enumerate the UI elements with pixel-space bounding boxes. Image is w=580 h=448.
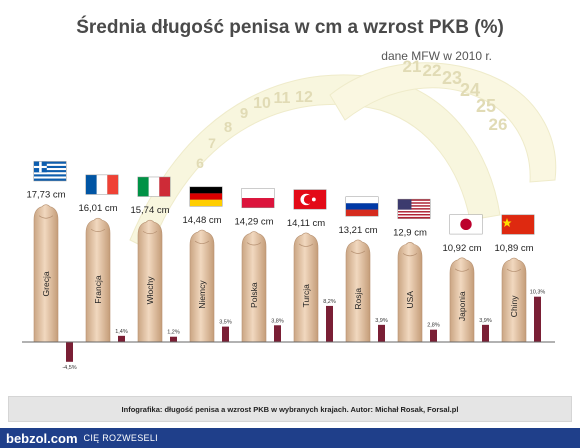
poland-flag-icon (241, 188, 275, 209)
tape-number: 24 (460, 80, 480, 100)
country-group: Polska 14,29 cm 3,8% (234, 188, 284, 343)
length-label: 14,29 cm (234, 217, 273, 228)
chart-subtitle: dane MFW w 2010 r. (381, 49, 492, 63)
japan-flag-icon (449, 214, 483, 235)
country-label: Grecja (41, 271, 51, 296)
gdp-label: 3,8% (271, 318, 284, 324)
tape-number: 11 (274, 90, 291, 107)
italy-flag-icon (137, 176, 171, 197)
length-bar (501, 257, 527, 343)
tape-number: 12 (295, 89, 313, 106)
country-label: Francja (93, 275, 103, 304)
russia-flag-icon (345, 196, 379, 217)
length-label: 17,73 cm (26, 190, 65, 201)
length-bar (241, 231, 267, 343)
gdp-label: 8,2% (323, 299, 336, 305)
length-label: 13,21 cm (338, 225, 377, 236)
footer-bar: bebzol.com CIĘ ROZWESELI (0, 428, 580, 448)
gdp-bar (534, 296, 541, 342)
gdp-bar (66, 342, 73, 362)
country-group: Francja 16,01 cm 1,4% (78, 174, 128, 343)
site-logo[interactable]: bebzol.com (6, 430, 78, 446)
gdp-label: -4,5% (62, 365, 76, 371)
gdp-label: 3,5% (219, 320, 232, 326)
country-label: Chiny (509, 295, 519, 317)
tape-number: 9 (240, 105, 248, 122)
length-label: 16,01 cm (78, 203, 117, 214)
tape-number: 10 (253, 95, 271, 112)
usa-flag-icon (397, 198, 431, 219)
country-group: Japonia 10,92 cm 3,9% (442, 214, 492, 343)
country-group: Rosja 13,21 cm 3,9% (338, 196, 388, 343)
country-label: Turcja (301, 284, 311, 308)
gdp-bar (326, 305, 333, 342)
length-bar (293, 232, 319, 343)
length-label: 10,92 cm (442, 243, 481, 254)
gdp-label: 3,9% (375, 318, 388, 324)
site-tagline: CIĘ ROZWESELI (83, 433, 158, 443)
greece-flag-icon (33, 161, 67, 182)
length-bar (345, 239, 371, 343)
country-group: Włochy 15,74 cm 1,2% (130, 176, 180, 343)
tape-number: 21 (403, 57, 422, 76)
tape-number: 26 (489, 115, 508, 134)
country-label: Włochy (145, 276, 155, 305)
length-bar (397, 242, 423, 343)
country-group: Grecja 17,73 cm -4,5% (26, 161, 77, 371)
country-label: Niemcy (197, 280, 207, 309)
length-label: 15,74 cm (130, 205, 169, 216)
length-label: 14,11 cm (287, 218, 325, 229)
length-label: 12,9 cm (393, 227, 427, 238)
country-label: Rosja (353, 288, 363, 310)
gdp-label: 3,9% (479, 318, 492, 324)
country-label: USA (405, 291, 415, 309)
france-flag-icon (85, 174, 119, 195)
length-label: 10,89 cm (494, 243, 533, 254)
length-bar (137, 219, 163, 343)
gdp-bar (118, 335, 125, 342)
gdp-bar (170, 336, 177, 342)
gdp-label: 1,4% (115, 329, 128, 335)
gdp-label: 10,3% (530, 290, 546, 296)
china-flag-icon (501, 214, 535, 235)
country-label: Japonia (457, 291, 467, 321)
country-group: Niemcy 14,48 cm 3,5% (182, 186, 232, 343)
tape-number: 7 (208, 135, 216, 151)
gdp-bar (378, 324, 385, 342)
tape-number: 23 (442, 68, 462, 88)
length-bar (85, 217, 111, 343)
country-label: Polska (249, 282, 259, 308)
length-label: 14,48 cm (182, 215, 221, 226)
gdp-bar (482, 324, 489, 342)
gdp-bar (222, 326, 229, 342)
gdp-bar (430, 329, 437, 342)
caption: Infografika: długość penisa a wzrost PKB… (8, 396, 572, 422)
chart-title: Średnia długość penisa w cm a wzrost PKB… (76, 16, 504, 38)
length-bar (189, 229, 215, 343)
tape-number: 6 (196, 155, 204, 171)
gdp-label: 2,8% (427, 323, 440, 329)
germany-flag-icon (189, 186, 223, 207)
gdp-label: 1,2% (167, 330, 180, 336)
gdp-bar (274, 325, 281, 342)
tape-number: 8 (224, 119, 232, 136)
country-group: Turcja 14,11 cm 8,2% (287, 189, 336, 343)
length-bar (449, 257, 475, 343)
country-group: USA 12,9 cm 2,8% (393, 198, 440, 343)
turkey-flag-icon (293, 189, 327, 210)
tape-number: 25 (476, 96, 496, 116)
country-group: Chiny 10,89 cm 10,3% (494, 214, 546, 343)
tape-number: 22 (423, 61, 442, 80)
length-bar (33, 204, 59, 343)
